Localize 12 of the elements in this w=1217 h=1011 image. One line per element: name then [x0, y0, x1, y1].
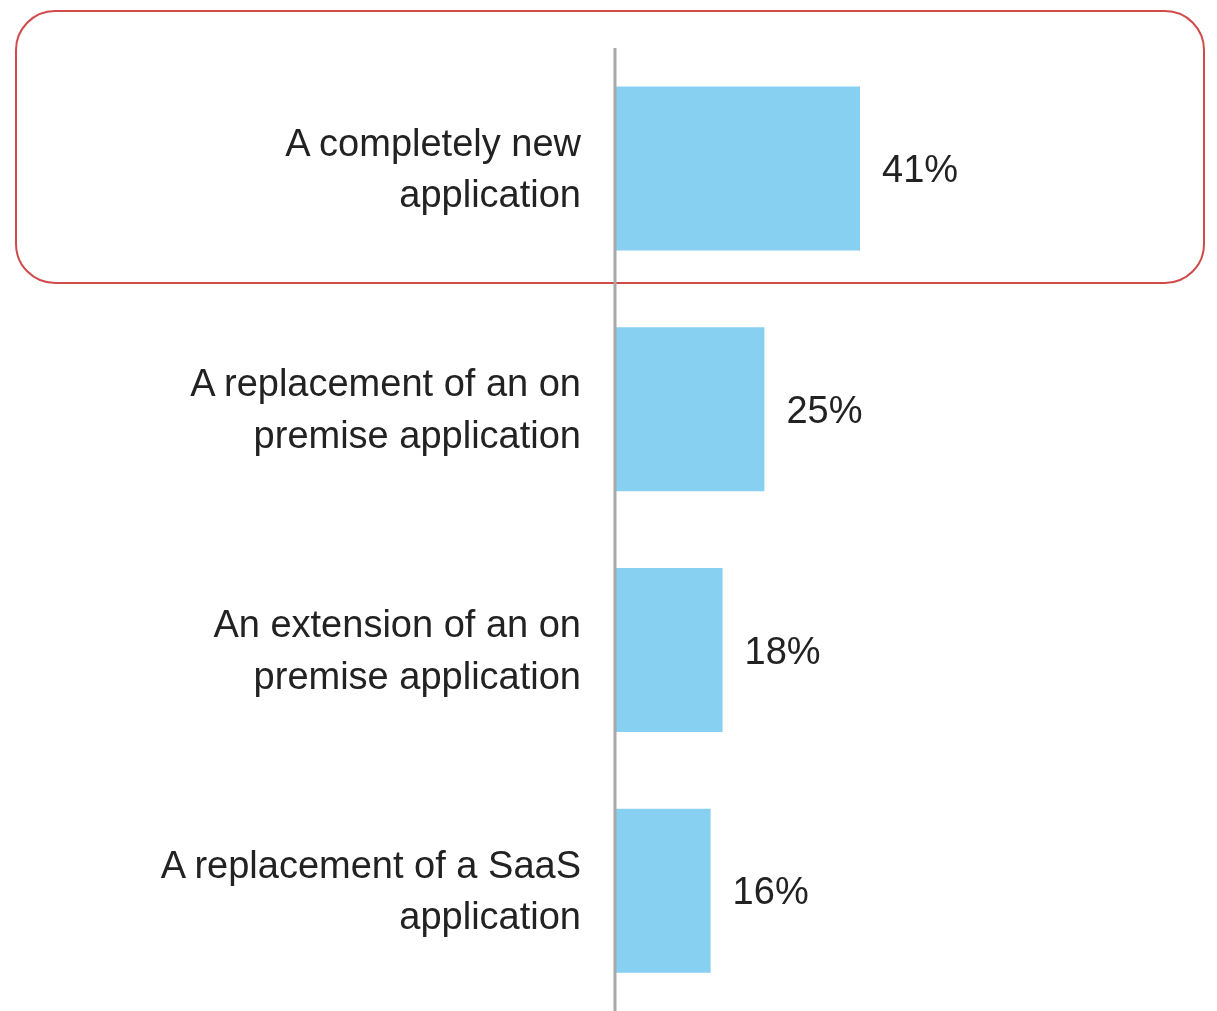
bar	[615, 327, 765, 492]
data-label: 41%	[882, 148, 959, 191]
bar	[615, 568, 723, 733]
bar	[615, 86, 860, 251]
y-tick-label: A replacement of an on premise application	[190, 362, 581, 456]
bar	[615, 808, 711, 973]
y-tick-label: A replacement of a SaaS application	[160, 843, 581, 938]
y-tick-label: An extension of an on premise application	[213, 603, 581, 697]
data-label: 16%	[732, 870, 809, 913]
data-label: 25%	[786, 388, 863, 431]
data-label: 18%	[744, 629, 821, 672]
y-tick-label: A completely new application	[285, 121, 582, 216]
